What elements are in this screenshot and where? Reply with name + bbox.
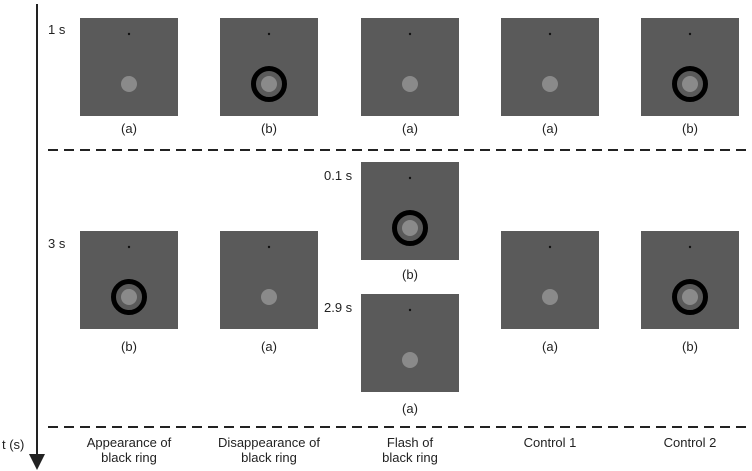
gray-disk xyxy=(121,76,137,92)
flash-caption-2: (a) xyxy=(402,401,418,416)
black-ring xyxy=(251,66,287,102)
bottom-stimulus-panel-2 xyxy=(220,231,318,329)
top-caption-2: (b) xyxy=(261,121,277,136)
flash-time-0.1s: 0.1 s xyxy=(324,168,353,183)
top-stimulus-panel-1 xyxy=(80,18,178,116)
column-label-control-2: Control 2 xyxy=(663,435,717,450)
bottom-caption-5: (b) xyxy=(682,339,698,354)
flash-time-2.9s: 2.9 s xyxy=(324,300,353,315)
bottom-stimulus-panel-4 xyxy=(361,294,459,392)
time-axis-label: t (s) xyxy=(2,437,25,452)
gray-disk xyxy=(542,76,558,92)
fixation-point xyxy=(127,245,131,249)
bottom-stimulus-panel-3 xyxy=(361,162,459,260)
top-stimulus-panel-3 xyxy=(361,18,459,116)
gray-disk xyxy=(261,289,277,305)
fixation-point xyxy=(267,245,271,249)
top-caption-3: (a) xyxy=(402,121,418,136)
stimulus-background xyxy=(501,18,599,116)
black-ring xyxy=(392,210,428,246)
top-caption-5: (b) xyxy=(682,121,698,136)
gray-disk xyxy=(682,289,698,305)
fixation-point xyxy=(688,245,692,249)
row-time-1s: 1 s xyxy=(48,22,66,37)
stimulus-background xyxy=(220,231,318,329)
gray-disk xyxy=(402,76,418,92)
top-stimulus-panel-2 xyxy=(220,18,318,116)
top-caption-1: (a) xyxy=(121,121,137,136)
black-ring xyxy=(672,66,708,102)
top-caption-4: (a) xyxy=(542,121,558,136)
bottom-caption-4: (a) xyxy=(542,339,558,354)
stimulus-background xyxy=(361,294,459,392)
gray-disk xyxy=(542,289,558,305)
gray-disk xyxy=(261,76,277,92)
fixation-point xyxy=(408,32,412,36)
flash-caption-1: (b) xyxy=(402,267,418,282)
row-time-3s: 3 s xyxy=(48,236,66,251)
column-label-disappearance: Disappearance of black ring xyxy=(218,435,320,465)
top-stimulus-panel-4 xyxy=(501,18,599,116)
stimulus-background xyxy=(501,231,599,329)
fixation-point xyxy=(548,245,552,249)
bottom-stimulus-panel-5 xyxy=(501,231,599,329)
bottom-caption-1: (b) xyxy=(121,339,137,354)
top-stimulus-panel-5 xyxy=(641,18,739,116)
column-label-appearance: Appearance of black ring xyxy=(86,435,172,465)
column-label-flash: Flash of black ring xyxy=(382,435,438,465)
fixation-point xyxy=(688,32,692,36)
black-ring xyxy=(111,279,147,315)
bottom-stimulus-panel-1 xyxy=(80,231,178,329)
bottom-caption-2: (a) xyxy=(261,339,277,354)
fixation-point xyxy=(408,308,412,312)
gray-disk xyxy=(121,289,137,305)
gray-disk xyxy=(682,76,698,92)
bottom-stimulus-panel-6 xyxy=(641,231,739,329)
gray-disk xyxy=(402,220,418,236)
column-label-control-1: Control 1 xyxy=(523,435,577,450)
stimulus-background xyxy=(80,18,178,116)
fixation-point xyxy=(127,32,131,36)
fixation-point xyxy=(408,176,412,180)
fixation-point xyxy=(267,32,271,36)
gray-disk xyxy=(402,352,418,368)
stimulus-background xyxy=(361,18,459,116)
fixation-point xyxy=(548,32,552,36)
black-ring xyxy=(672,279,708,315)
